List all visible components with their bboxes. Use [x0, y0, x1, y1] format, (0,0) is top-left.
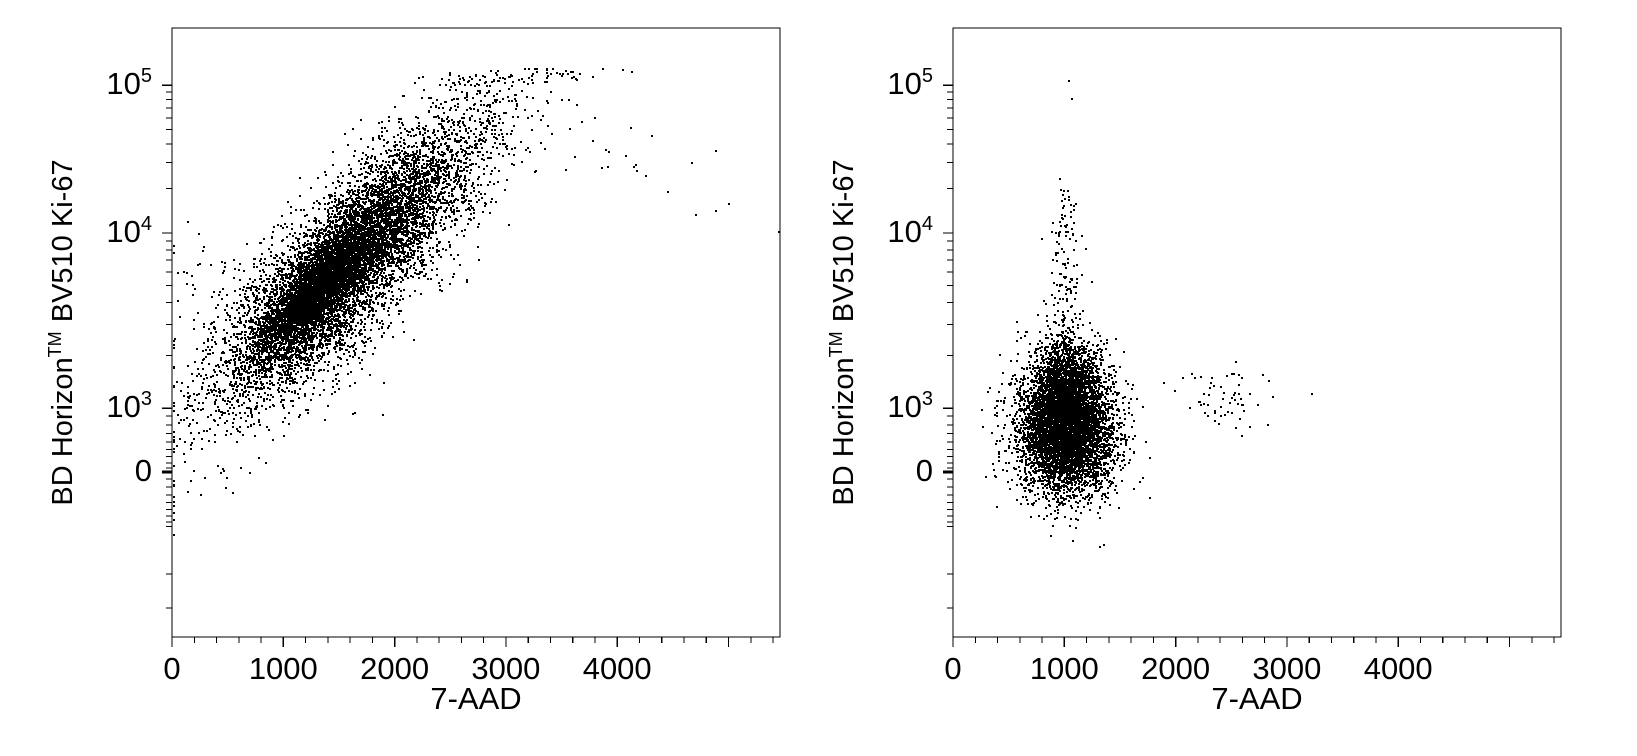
svg-text:1000: 1000 — [249, 651, 318, 686]
svg-text:4000: 4000 — [1364, 651, 1433, 686]
svg-text:7-AAD: 7-AAD — [430, 681, 521, 716]
svg-text:0: 0 — [163, 651, 180, 686]
svg-text:4000: 4000 — [583, 651, 652, 686]
svg-text:1000: 1000 — [1030, 651, 1099, 686]
svg-text:0: 0 — [944, 651, 961, 686]
svg-text:2000: 2000 — [360, 651, 429, 686]
svg-text:7-AAD: 7-AAD — [1211, 681, 1302, 716]
svg-text:0: 0 — [916, 453, 933, 488]
svg-text:2000: 2000 — [1141, 651, 1210, 686]
svg-text:0: 0 — [135, 453, 152, 488]
